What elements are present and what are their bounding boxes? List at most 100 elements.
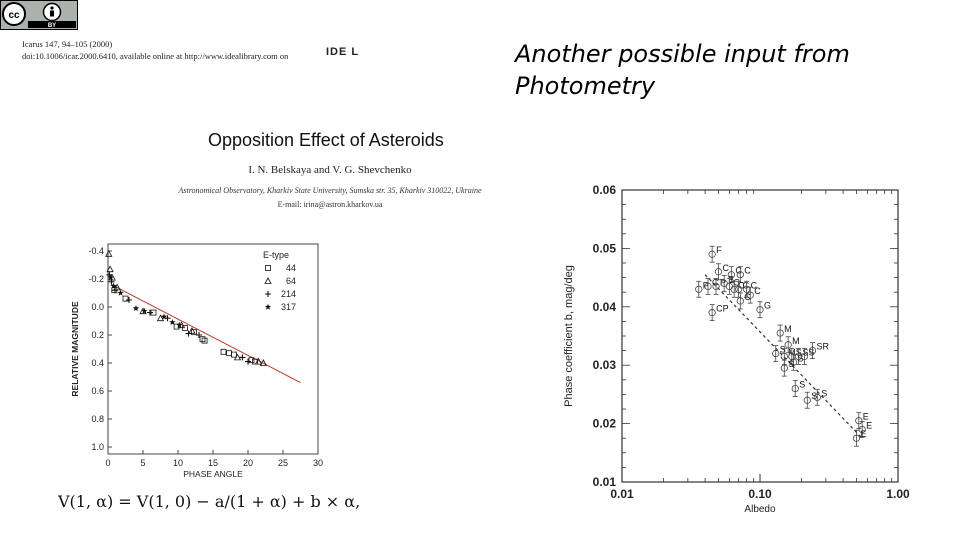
data-point-square xyxy=(231,351,237,358)
slide-title: Another possible input from Photometry xyxy=(515,38,850,102)
data-point-square xyxy=(220,348,227,355)
data-point-triangle xyxy=(254,357,263,365)
point-marker xyxy=(730,285,738,293)
y-tick-label: -0.2 xyxy=(88,274,104,284)
legend-marker-star xyxy=(264,303,272,310)
data-point-p: P xyxy=(712,277,726,295)
y-tick-label: 0.05 xyxy=(593,241,617,255)
data-point-s: S xyxy=(813,388,827,406)
data-point-plus xyxy=(108,278,115,285)
data-point-star xyxy=(132,305,140,312)
phase-curve-x-axis-label: PHASE ANGLE xyxy=(183,469,243,478)
data-point-star xyxy=(117,289,124,296)
data-point-triangle xyxy=(105,249,113,257)
data-point-triangle xyxy=(233,353,242,361)
data-point-m: M xyxy=(776,324,792,342)
data-point-p: P xyxy=(695,280,709,298)
point-label: S xyxy=(788,359,794,369)
y-tick-label: 0.4 xyxy=(91,358,104,368)
x-tick-label: 1.00 xyxy=(886,487,910,501)
citation-line-journal: Icarus 147, 94–105 (2000) xyxy=(22,39,113,49)
data-point-plus xyxy=(239,354,246,361)
point-label: B xyxy=(728,274,734,284)
data-point-square xyxy=(191,329,198,336)
data-point-c: C xyxy=(736,292,751,310)
data-point-plus xyxy=(126,297,132,303)
legend-marker-square xyxy=(265,265,271,271)
point-marker xyxy=(756,306,764,314)
legend-title: E-type xyxy=(263,250,289,260)
point-label: E xyxy=(863,412,869,422)
x-tick-label: 30 xyxy=(313,458,323,468)
paper-affiliation: Astronomical Observatory, Kharkiv State … xyxy=(178,186,482,195)
citation-line-doi: doi:10.1006/icar.2000.6410, available on… xyxy=(22,51,289,61)
point-label: C xyxy=(733,277,740,287)
point-marker xyxy=(808,347,817,355)
y-tick-label: 0.2 xyxy=(91,330,104,340)
data-point-triangle xyxy=(106,265,114,273)
point-label: C xyxy=(751,280,758,290)
albedo-phase-coefficient-chart: 0.01 0.10 1.000.010.020.030.040.050.06 FC C… xyxy=(563,183,910,515)
cc-by-license-badge: cc BY xyxy=(0,0,78,30)
data-point-g: G xyxy=(756,301,771,319)
data-point-e: E xyxy=(855,412,869,430)
point-label: C xyxy=(754,286,761,296)
data-point-triangle xyxy=(259,359,268,366)
data-point-s: S xyxy=(789,353,804,371)
data-point-s: S xyxy=(794,347,808,365)
y-tick-label: 1.0 xyxy=(91,442,104,452)
paper-citation: Icarus 147, 94–105 (2000) doi:10.1006/ic… xyxy=(22,38,288,62)
point-marker xyxy=(772,349,780,358)
data-point-c: C xyxy=(704,277,719,295)
paper-authors: I. N. Belskaya and V. G. Shevchenko xyxy=(248,164,412,176)
point-marker xyxy=(712,282,720,290)
point-marker xyxy=(704,282,712,290)
x-tick-label: 15 xyxy=(208,458,218,468)
phase-curve-fit-line xyxy=(111,284,301,384)
data-point-c: C xyxy=(743,280,758,298)
point-marker xyxy=(791,384,799,393)
legend-label: 64 xyxy=(286,276,296,286)
legend-label: 44 xyxy=(286,263,296,273)
data-point-c: C xyxy=(746,286,761,304)
data-point-e: E xyxy=(852,429,866,447)
data-point-c: C xyxy=(730,280,745,298)
point-marker xyxy=(736,297,744,305)
paper-title: Opposition Effect of Asteroids xyxy=(208,130,444,150)
point-marker xyxy=(794,352,803,361)
y-tick-label: 0.0 xyxy=(91,302,104,312)
data-point-triangle xyxy=(188,326,196,334)
y-tick-label: 0.02 xyxy=(593,417,617,431)
albedo-y-axis-label: Phase coefficient b, mag/deg xyxy=(563,265,575,407)
cc-icon xyxy=(2,2,26,26)
point-label: M xyxy=(792,336,800,346)
x-tick-label: 25 xyxy=(278,458,288,468)
point-marker xyxy=(746,291,754,299)
data-point-plus xyxy=(147,309,153,316)
data-point-star xyxy=(107,274,115,281)
point-label: E xyxy=(866,420,872,430)
legend-label: 317 xyxy=(281,302,296,312)
y-tick-label: -0.4 xyxy=(88,246,104,256)
cc-text: cc xyxy=(8,10,20,21)
point-label: S xyxy=(821,388,827,398)
point-label: C xyxy=(743,280,750,290)
y-tick-label: 0.03 xyxy=(593,358,617,372)
data-point-m: M xyxy=(784,336,800,354)
y-tick-label: 0.01 xyxy=(593,475,617,489)
y-tick-label: 0.06 xyxy=(593,183,617,197)
phase-curve-y-axis-label: RELATIVE MAGNITUDE xyxy=(70,301,80,397)
data-point-s: S xyxy=(800,347,814,365)
point-label: F xyxy=(716,245,722,255)
data-point-plus xyxy=(185,330,192,337)
x-tick-label: 0.10 xyxy=(748,487,772,501)
point-marker xyxy=(727,271,735,279)
point-marker xyxy=(780,352,788,361)
point-marker xyxy=(708,250,716,258)
x-tick-label: 0.01 xyxy=(610,487,634,501)
y-tick-label: 0.8 xyxy=(91,414,104,424)
point-label: E xyxy=(860,429,866,439)
point-label: S xyxy=(802,347,808,357)
point-label: M xyxy=(784,324,792,334)
data-point-c: C xyxy=(736,266,751,284)
